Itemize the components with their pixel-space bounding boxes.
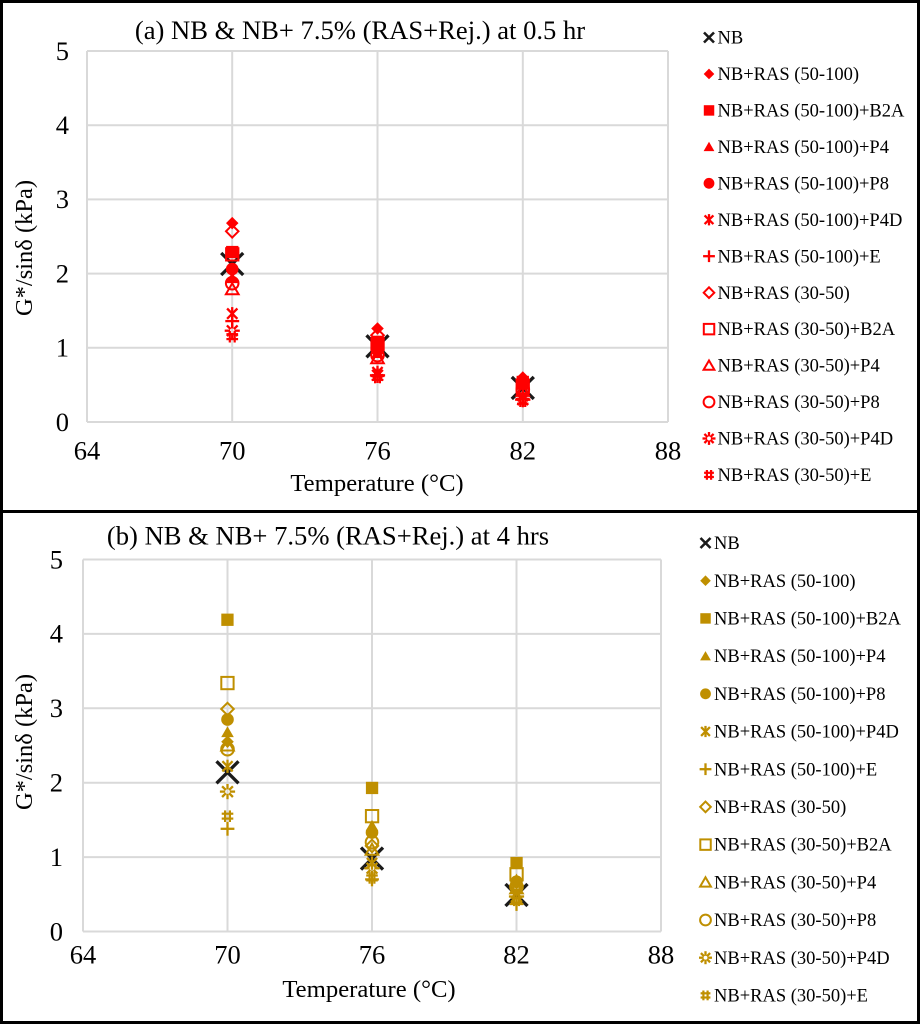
svg-text:NB+RAS (50-100): NB+RAS (50-100)	[714, 572, 855, 592]
svg-text:NB+RAS (30-50)+P4D: NB+RAS (30-50)+P4D	[714, 949, 890, 969]
svg-text:70: 70	[214, 940, 241, 970]
svg-text:3: 3	[50, 693, 63, 723]
svg-text:3: 3	[56, 184, 69, 214]
svg-text:1: 1	[50, 842, 63, 872]
svg-text:64: 64	[70, 940, 97, 970]
svg-text:NB+RAS (50-100)+E: NB+RAS (50-100)+E	[714, 760, 877, 780]
svg-text:64: 64	[74, 436, 101, 466]
svg-text:NB+RAS (30-50)+B2A: NB+RAS (30-50)+B2A	[714, 836, 892, 856]
svg-text:NB+RAS (50-100)+E: NB+RAS (50-100)+E	[718, 247, 881, 267]
svg-text:NB+RAS (30-50)+P8: NB+RAS (30-50)+P8	[714, 911, 876, 931]
svg-text:NB+RAS (50-100)+P4: NB+RAS (50-100)+P4	[718, 138, 889, 158]
svg-text:2: 2	[56, 258, 69, 288]
svg-text:NB: NB	[714, 534, 740, 554]
svg-text:NB+RAS (30-50): NB+RAS (30-50)	[714, 798, 846, 818]
svg-text:5: 5	[56, 36, 69, 66]
svg-text:Temperature (°C): Temperature (°C)	[290, 470, 463, 497]
svg-text:NB+RAS (30-50)+P4D: NB+RAS (30-50)+P4D	[718, 430, 894, 450]
svg-text:88: 88	[648, 940, 675, 970]
svg-text:88: 88	[655, 436, 682, 466]
svg-text:2: 2	[50, 768, 63, 798]
svg-text:NB+RAS (30-50)+B2A: NB+RAS (30-50)+B2A	[718, 320, 896, 340]
svg-text:70: 70	[219, 436, 246, 466]
svg-text:82: 82	[503, 940, 530, 970]
svg-text:NB+RAS (30-50)+P4: NB+RAS (30-50)+P4	[718, 357, 880, 377]
svg-text:NB+RAS (50-100)+P4D: NB+RAS (50-100)+P4D	[714, 723, 899, 743]
svg-text:NB+RAS (30-50)+E: NB+RAS (30-50)+E	[714, 987, 868, 1007]
svg-text:NB+RAS (50-100): NB+RAS (50-100)	[718, 65, 859, 85]
svg-text:Temperature (°C): Temperature (°C)	[282, 976, 455, 1003]
svg-text:5: 5	[50, 544, 63, 574]
svg-text:NB+RAS (30-50)+E: NB+RAS (30-50)+E	[718, 466, 872, 486]
svg-text:1: 1	[56, 333, 69, 363]
svg-text:G*/sinδ (kPa): G*/sinδ (kPa)	[11, 180, 38, 316]
svg-text:0: 0	[50, 916, 63, 946]
svg-text:(a) NB & NB+ 7.5% (RAS+Rej.) a: (a) NB & NB+ 7.5% (RAS+Rej.) at 0.5 hr	[135, 15, 585, 45]
svg-text:82: 82	[510, 436, 537, 466]
svg-text:4: 4	[50, 619, 63, 649]
svg-text:0: 0	[56, 407, 69, 437]
svg-text:NB+RAS (50-100)+P4D: NB+RAS (50-100)+P4D	[718, 211, 903, 231]
svg-text:NB+RAS (30-50): NB+RAS (30-50)	[718, 284, 850, 304]
svg-text:NB+RAS (30-50)+P8: NB+RAS (30-50)+P8	[718, 393, 880, 413]
svg-text:NB: NB	[718, 29, 744, 49]
svg-text:NB+RAS (50-100)+P4: NB+RAS (50-100)+P4	[714, 647, 885, 667]
svg-text:NB+RAS (50-100)+B2A: NB+RAS (50-100)+B2A	[714, 610, 902, 630]
svg-text:4: 4	[56, 110, 69, 140]
svg-text:NB+RAS (50-100)+P8: NB+RAS (50-100)+P8	[718, 174, 889, 194]
svg-text:NB+RAS (50-100)+P8: NB+RAS (50-100)+P8	[714, 685, 885, 705]
svg-text:76: 76	[359, 940, 386, 970]
svg-text:(b) NB & NB+ 7.5% (RAS+Rej.) a: (b) NB & NB+ 7.5% (RAS+Rej.) at 4 hrs	[107, 521, 549, 551]
svg-text:G*/sinδ (kPa): G*/sinδ (kPa)	[11, 674, 38, 810]
svg-text:76: 76	[364, 436, 391, 466]
svg-text:NB+RAS (30-50)+P4: NB+RAS (30-50)+P4	[714, 873, 876, 893]
svg-text:NB+RAS (50-100)+B2A: NB+RAS (50-100)+B2A	[718, 102, 906, 122]
